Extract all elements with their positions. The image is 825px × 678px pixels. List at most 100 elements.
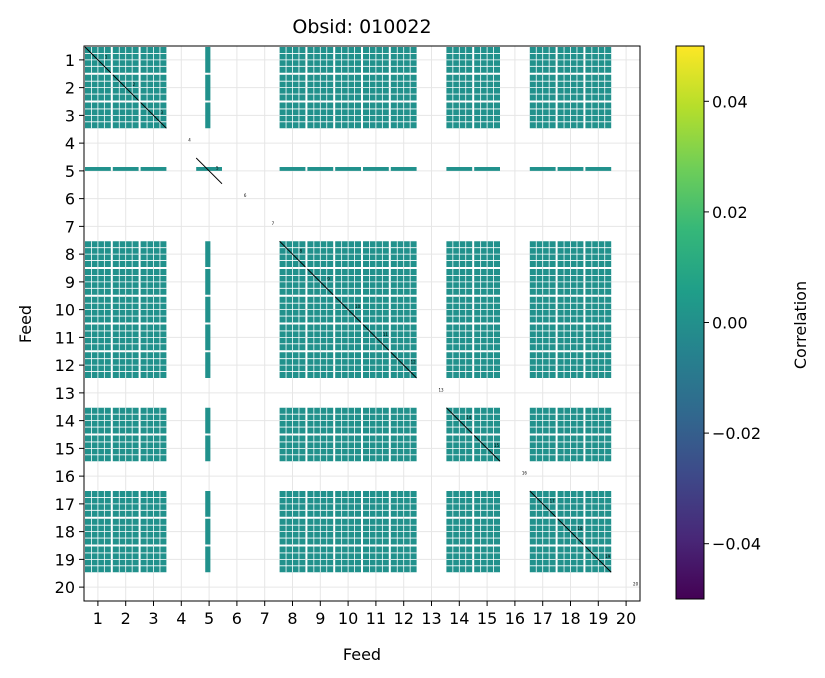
diagonal-label: 1 <box>105 54 108 59</box>
heatmap-cell <box>205 518 211 545</box>
y-tick-label: 9 <box>65 273 75 292</box>
colorbar-tick-label: −0.02 <box>712 424 761 443</box>
colorbar-tick-label: 0.00 <box>712 314 748 333</box>
x-tick-label: 2 <box>121 609 131 628</box>
x-tick-label: 10 <box>338 609 358 628</box>
x-axis-label: Feed <box>343 645 381 664</box>
heatmap-cell <box>529 167 556 171</box>
colorbar-tick-label: 0.02 <box>712 203 748 222</box>
y-tick-label: 17 <box>55 495 75 514</box>
diagonal-label: 10 <box>355 304 361 309</box>
colorbar-label: Correlation <box>791 281 810 369</box>
diagonal-line <box>446 407 473 434</box>
diagonal-label: 6 <box>244 193 247 198</box>
diagonal-label: 3 <box>160 110 163 115</box>
colorbar-ticks: −0.04 −0.02 0.00 0.02 0.04 <box>704 92 761 554</box>
diagonal-label: 2 <box>133 82 136 87</box>
heatmap-cell <box>363 167 389 171</box>
diagonal-line <box>473 435 501 462</box>
x-tick-label: 17 <box>533 609 553 628</box>
x-tick-label: 14 <box>449 609 469 628</box>
heatmap-cell <box>307 167 334 171</box>
heatmap-cell <box>205 102 211 129</box>
y-tick-label: 15 <box>55 439 75 458</box>
y-tick-label: 4 <box>65 134 75 153</box>
diagonal-label: 19 <box>605 554 611 559</box>
heatmap-cell <box>205 491 211 517</box>
chart-title: Obsid: 010022 <box>292 16 431 38</box>
y-tick-label: 19 <box>55 550 75 569</box>
diagonal-line <box>307 268 334 296</box>
x-tick-label: 11 <box>366 609 386 628</box>
heatmap-cell <box>205 296 211 323</box>
diagonal-label: 5 <box>216 165 219 170</box>
heatmap-cell <box>205 546 211 573</box>
y-tick-label: 7 <box>65 217 75 236</box>
x-tick-label: 15 <box>477 609 497 628</box>
x-tick-label: 12 <box>394 609 414 628</box>
y-tick-label: 2 <box>65 79 75 98</box>
x-tick-label: 13 <box>421 609 441 628</box>
y-tick-label: 10 <box>55 301 75 320</box>
diagonal-label: 20 <box>633 582 639 587</box>
x-tick-label: 5 <box>204 609 214 628</box>
diagonal-label: 18 <box>577 526 583 531</box>
heatmap-cell <box>196 167 222 171</box>
heatmap-cell <box>390 167 417 171</box>
heatmap-cell <box>205 407 211 434</box>
diagonal-line <box>362 324 390 351</box>
diagonal-label: 15 <box>494 443 500 448</box>
x-tick-label: 20 <box>616 609 636 628</box>
diagonal-line <box>334 296 362 323</box>
heatmap-cell <box>205 47 211 73</box>
diagonal-label: 13 <box>438 387 444 392</box>
y-tick-label: 8 <box>65 245 75 264</box>
y-tick-label: 20 <box>55 578 75 597</box>
x-tick-label: 9 <box>315 609 325 628</box>
diagonal-line <box>585 546 612 573</box>
heatmap-cell <box>205 269 211 295</box>
x-tick-label: 4 <box>176 609 186 628</box>
y-tick-label: 3 <box>65 106 75 125</box>
diagonal-line <box>557 518 584 545</box>
diagonal-label: 11 <box>383 332 389 337</box>
y-tick-label: 12 <box>55 356 75 375</box>
diagonal-line <box>195 157 223 185</box>
plot-frame <box>83 45 641 602</box>
heatmap-cells <box>85 47 612 573</box>
colorbar <box>675 45 705 600</box>
heatmap-cell <box>446 167 473 171</box>
y-tick-label: 16 <box>55 467 75 486</box>
diagonal-label: 7 <box>272 221 275 226</box>
heatmap-cell <box>205 435 211 462</box>
heatmap-cell <box>205 241 211 267</box>
diagonal-line <box>529 490 556 518</box>
colorbar-tick-label: 0.04 <box>712 92 748 111</box>
heatmap-cell <box>112 167 139 171</box>
heatmap-cell <box>474 167 500 171</box>
diagonal-line <box>140 102 167 129</box>
heatmap-cell <box>140 167 167 171</box>
x-tick-label: 19 <box>588 609 608 628</box>
diagonal-line <box>279 240 306 268</box>
diagonal-line <box>112 74 139 101</box>
heatmap-cell <box>85 167 111 171</box>
y-tick-label: 6 <box>65 190 75 209</box>
y-tick-label: 5 <box>65 162 75 181</box>
diagonal-label: 8 <box>299 249 302 254</box>
heatmap-cell <box>205 352 211 378</box>
diagonal-line <box>84 46 112 74</box>
x-tick-label: 16 <box>505 609 525 628</box>
x-tick-label: 18 <box>560 609 580 628</box>
y-tick-label: 1 <box>65 51 75 70</box>
heatmap-cell <box>557 167 584 171</box>
heatmap-cell <box>335 167 361 171</box>
heatmap-cell <box>279 167 306 171</box>
x-tick-label: 1 <box>93 609 103 628</box>
x-tick-label: 3 <box>148 609 158 628</box>
x-tick-label: 6 <box>232 609 242 628</box>
x-tick-label: 7 <box>260 609 270 628</box>
